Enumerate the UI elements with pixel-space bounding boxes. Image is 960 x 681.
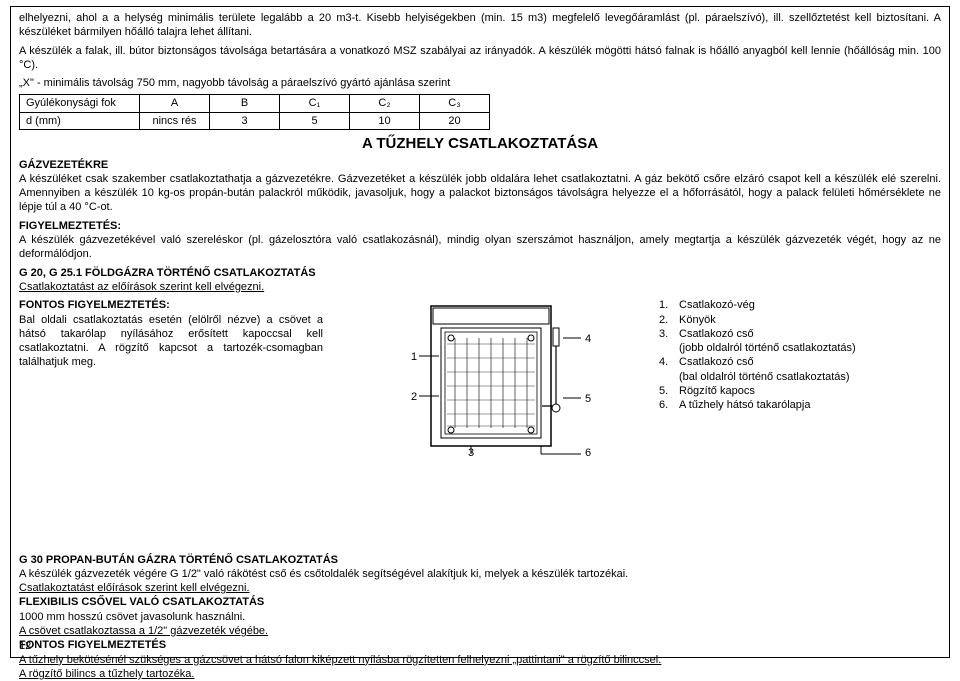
th-c3: C₃ <box>420 95 490 112</box>
legend-item: 5.Rögzítő kapocs <box>659 384 941 398</box>
legend-item: (bal oldalról történő csatlakoztatás) <box>659 370 941 384</box>
th-a: A <box>140 95 210 112</box>
th-c1: C₁ <box>280 95 350 112</box>
g30-title: G 30 PROPAN-BUTÁN GÁZRA TÖRTÉNŐ CSATLAKO… <box>19 553 941 567</box>
fontos-warn: FONTOS FIGYELMEZTETÉS: <box>19 299 170 311</box>
flex-p2: A csövet csatlakoztassa a 1/2" gázvezeté… <box>19 624 941 638</box>
warn-label: FIGYELMEZTETÉS: <box>19 219 941 233</box>
intro-p1: elhelyezni, ahol a a helység minimális t… <box>19 11 941 40</box>
td-v4: 10 <box>350 112 420 129</box>
label-6: 6 <box>585 447 591 458</box>
gaz-p1: A készüléket csak szakember csatlakoztat… <box>19 172 941 215</box>
fontos-title: FONTOS FIGYELMEZTETÉS <box>19 638 941 652</box>
intro-p3: „X" - minimális távolság 750 mm, nagyobb… <box>19 76 941 90</box>
th-label: Gyúlékonysági fok <box>20 95 140 112</box>
table-row: d (mm) nincs rés 3 5 10 20 <box>20 112 490 129</box>
section-title: A TŰZHELY CSATLAKOZTATÁSA <box>19 134 941 154</box>
label-1: 1 <box>411 351 417 363</box>
td-v2: 3 <box>210 112 280 129</box>
g20-left: Bal oldali csatlakoztatás esetén (elölrő… <box>19 313 323 370</box>
td-v1: nincs rés <box>140 112 210 129</box>
flex-p1: 1000 mm hosszú csövet javasolunk használ… <box>19 610 941 624</box>
page-frame: elhelyezni, ahol a a helység minimális t… <box>10 6 950 658</box>
label-3: 3 <box>468 447 474 458</box>
legend-item: 1.Csatlakozó-vég <box>659 298 941 312</box>
legend-item: 2.Könyök <box>659 313 941 327</box>
g30-p1: A készülék gázvezeték végére G 1/2" való… <box>19 567 941 581</box>
legend-item: 3.Csatlakozó cső <box>659 327 941 341</box>
table-row: Gyúlékonysági fok A B C₁ C₂ C₃ <box>20 95 490 112</box>
label-5: 5 <box>585 393 591 405</box>
diagram-column: 1 2 3 4 5 6 <box>331 298 651 462</box>
label-2: 2 <box>411 391 417 403</box>
spacer <box>19 463 941 553</box>
fontos-p2: A rögzítő bilincs a tűzhely tartozéka. <box>19 667 941 681</box>
label-4: 4 <box>585 333 591 345</box>
gaz-label: GÁZVEZETÉKRE <box>19 158 941 172</box>
td-v3: 5 <box>280 112 350 129</box>
legend-item: 4.Csatlakozó cső <box>659 355 941 369</box>
connection-row: FONTOS FIGYELMEZTETÉS: Bal oldali csatla… <box>19 298 941 462</box>
td-label: d (mm) <box>20 112 140 129</box>
legend-item: (jobb oldalról történő csatlakoztatás) <box>659 341 941 355</box>
g20-title: G 20, G 25.1 FÖLDGÁZRA TÖRTÉNŐ CSATLAKOZ… <box>19 266 941 280</box>
legend-column: 1.Csatlakozó-vég 2.Könyök 3.Csatlakozó c… <box>659 298 941 462</box>
g20-sub: Csatlakoztatást az előírások szerint kel… <box>19 280 941 294</box>
th-b: B <box>210 95 280 112</box>
ignitability-table: Gyúlékonysági fok A B C₁ C₂ C₃ d (mm) ni… <box>19 94 490 130</box>
intro-p2: A készülék a falak, ill. bútor biztonság… <box>19 44 941 73</box>
td-v5: 20 <box>420 112 490 129</box>
g30-p2: Csatlakoztatást előírások szerint kell e… <box>19 581 941 595</box>
page-number: 12 <box>19 639 31 653</box>
warn-text: A készülék gázvezetékével való szerelésk… <box>19 233 941 262</box>
fontos-p1: A tűzhely bekötésénél szükséges a gázcsö… <box>19 653 941 667</box>
th-c2: C₂ <box>350 95 420 112</box>
legend-item: 6.A tűzhely hátsó takarólapja <box>659 398 941 412</box>
left-column: FONTOS FIGYELMEZTETÉS: Bal oldali csatla… <box>19 298 323 462</box>
stove-back-diagram: 1 2 3 4 5 6 <box>341 298 641 458</box>
flex-title: FLEXIBILIS CSŐVEL VALÓ CSATLAKOZTATÁS <box>19 595 941 609</box>
